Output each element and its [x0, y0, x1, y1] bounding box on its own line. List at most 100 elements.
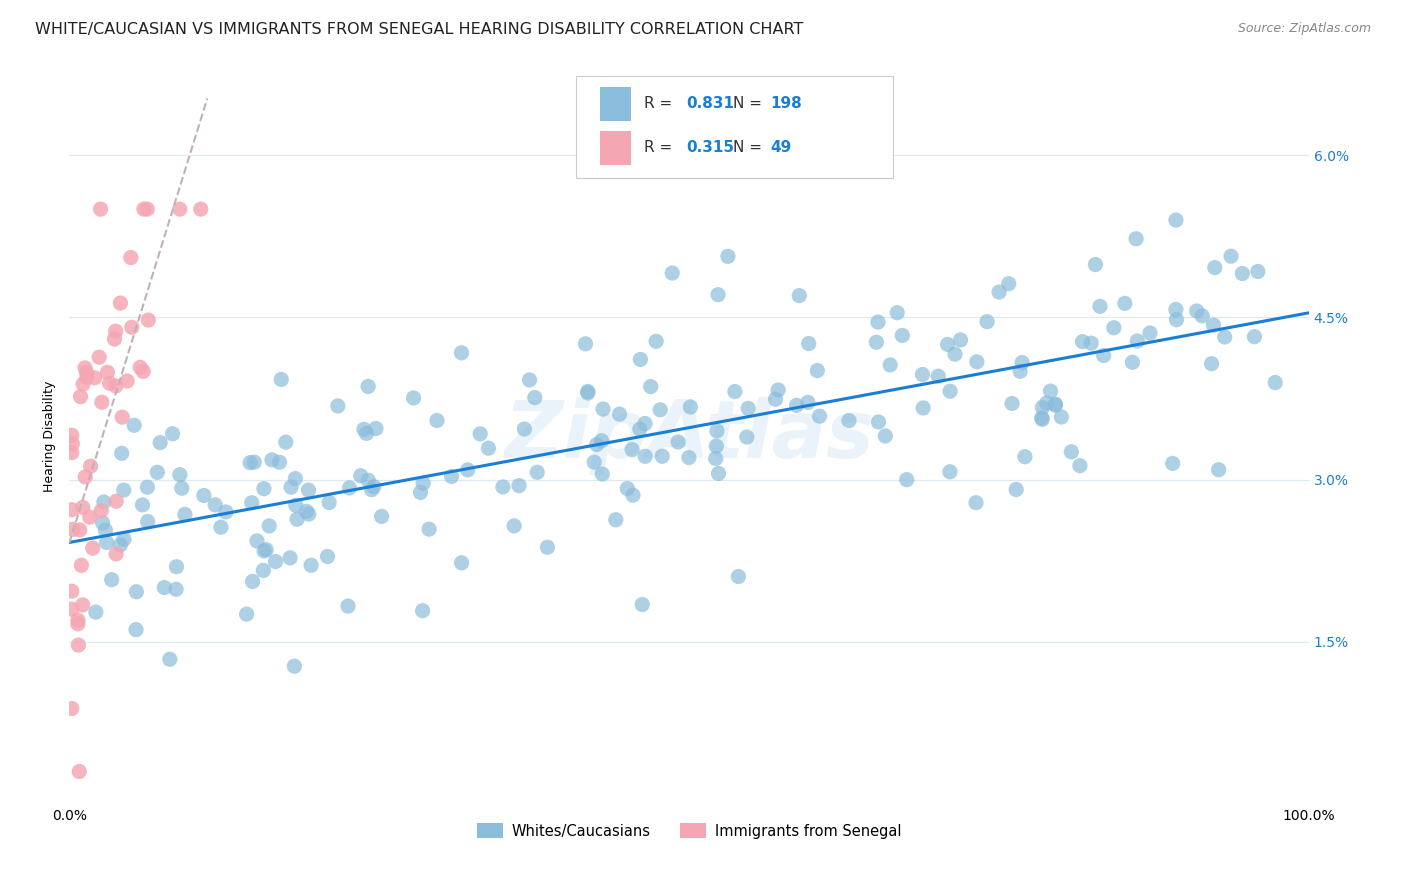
Point — [132, 364, 155, 378]
Point — [215, 505, 238, 519]
Point — [240, 496, 263, 510]
Point — [252, 563, 274, 577]
Point — [939, 384, 962, 399]
Point — [717, 249, 740, 263]
Point — [166, 559, 188, 574]
Point — [169, 202, 191, 216]
Text: R =: R = — [644, 140, 678, 155]
Point — [60, 502, 83, 516]
Point — [136, 480, 159, 494]
Text: 0.831: 0.831 — [686, 96, 734, 112]
Point — [707, 287, 730, 301]
Point — [1243, 329, 1265, 343]
Text: 198: 198 — [770, 96, 803, 112]
Point — [165, 582, 187, 597]
Point — [591, 467, 613, 481]
Point — [650, 402, 672, 417]
Point — [264, 555, 287, 569]
Point — [1114, 296, 1136, 310]
Point — [110, 538, 132, 552]
Point — [936, 337, 959, 351]
Text: N =: N = — [733, 140, 766, 155]
Point — [808, 409, 831, 424]
Point — [60, 428, 83, 442]
Point — [704, 451, 727, 466]
Point — [523, 391, 546, 405]
Point — [988, 285, 1011, 299]
Point — [60, 701, 83, 715]
Point — [450, 556, 472, 570]
Point — [110, 296, 132, 310]
Point — [450, 346, 472, 360]
Point — [274, 435, 297, 450]
Point — [90, 395, 112, 409]
Point — [100, 573, 122, 587]
Point — [1204, 260, 1226, 275]
Point — [911, 368, 934, 382]
Point — [1050, 410, 1073, 425]
Point — [786, 398, 808, 412]
Text: WHITE/CAUCASIAN VS IMMIGRANTS FROM SENEGAL HEARING DISABILITY CORRELATION CHART: WHITE/CAUCASIAN VS IMMIGRANTS FROM SENEG… — [35, 22, 803, 37]
Point — [896, 473, 918, 487]
Point — [62, 522, 84, 536]
Point — [1005, 483, 1028, 497]
Point — [645, 334, 668, 349]
Point — [84, 605, 107, 619]
Point — [67, 638, 90, 652]
Point — [583, 455, 606, 469]
Point — [239, 456, 262, 470]
Point — [60, 602, 83, 616]
Point — [1191, 309, 1213, 323]
Point — [1247, 264, 1270, 278]
Point — [169, 467, 191, 482]
Point — [132, 202, 155, 216]
Point — [120, 251, 142, 265]
Point — [246, 533, 269, 548]
Point — [253, 482, 276, 496]
Point — [76, 366, 98, 380]
Point — [526, 465, 548, 479]
Point — [1069, 458, 1091, 473]
Point — [1208, 463, 1230, 477]
Text: Source: ZipAtlas.com: Source: ZipAtlas.com — [1237, 22, 1371, 36]
Point — [112, 532, 135, 546]
Point — [634, 417, 657, 431]
Point — [278, 550, 301, 565]
Point — [666, 435, 689, 450]
Point — [79, 510, 101, 524]
Point — [1071, 334, 1094, 349]
Point — [318, 495, 340, 509]
Point — [122, 418, 145, 433]
Point — [73, 360, 96, 375]
Point — [737, 401, 759, 416]
Point — [939, 465, 962, 479]
Point — [519, 373, 541, 387]
Point — [298, 507, 321, 521]
Point — [70, 558, 93, 573]
Point — [104, 324, 127, 338]
Point — [357, 379, 380, 393]
Point — [875, 429, 897, 443]
Point — [1201, 357, 1223, 371]
Point — [162, 426, 184, 441]
Point — [477, 441, 499, 455]
Point — [704, 439, 727, 453]
Point — [270, 372, 292, 386]
Point — [364, 421, 387, 435]
Point — [592, 402, 614, 417]
Point — [1088, 299, 1111, 313]
Point — [787, 288, 810, 302]
Point — [1035, 396, 1057, 410]
Point — [621, 442, 644, 457]
Point — [426, 413, 449, 427]
Text: 0.315: 0.315 — [686, 140, 734, 155]
Point — [284, 472, 307, 486]
Point — [75, 470, 97, 484]
Point — [1014, 450, 1036, 464]
Point — [131, 498, 153, 512]
Point — [72, 598, 94, 612]
Point — [536, 541, 558, 555]
Point — [1264, 376, 1286, 390]
Point — [576, 384, 599, 399]
Point — [339, 481, 361, 495]
